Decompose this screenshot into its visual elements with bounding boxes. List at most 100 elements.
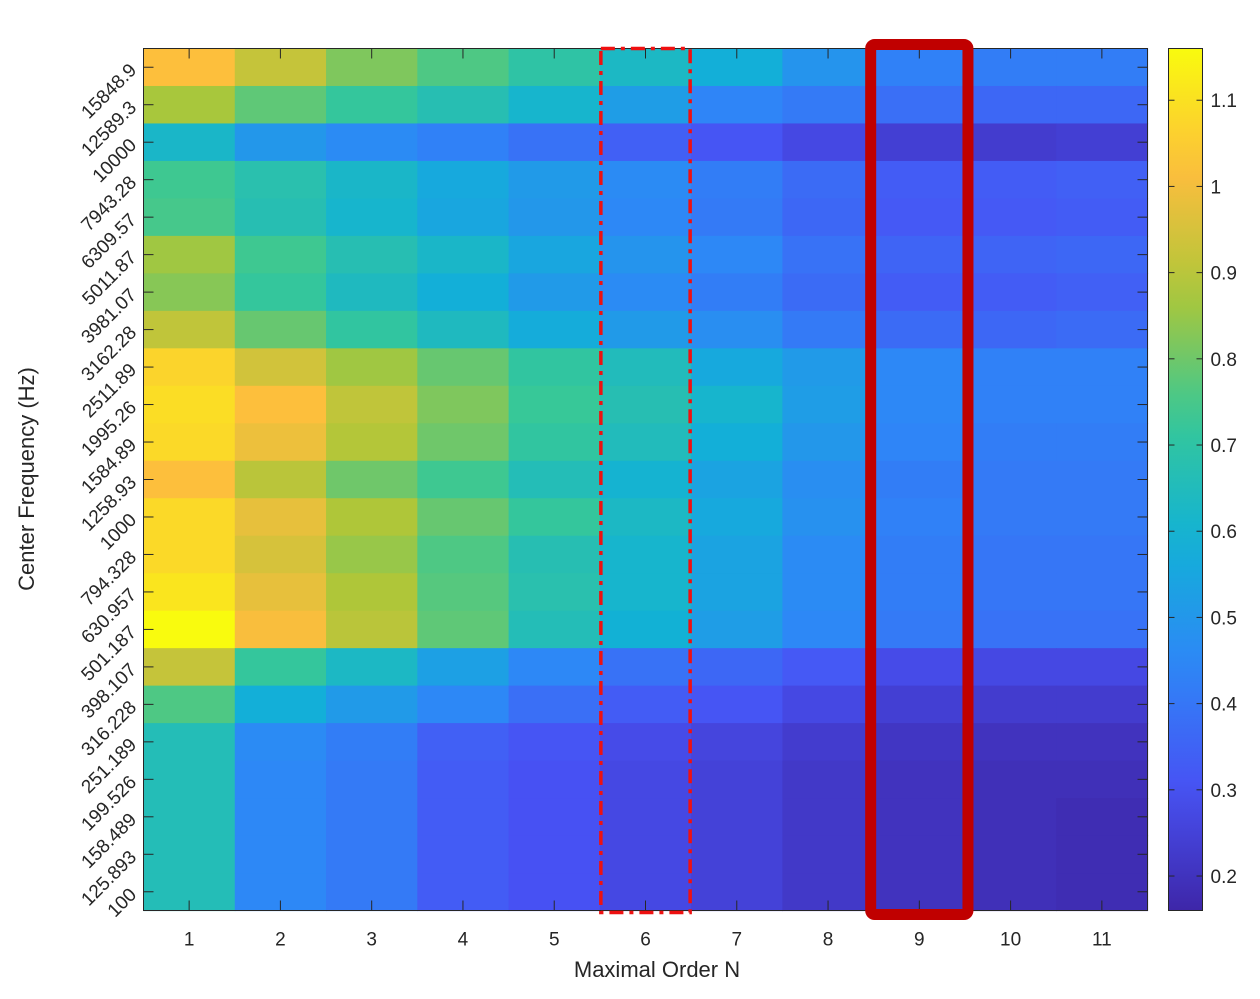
- heatmap-cell: [234, 160, 327, 200]
- heatmap-cell: [782, 123, 875, 162]
- heatmap-cell: [691, 798, 784, 837]
- heatmap-cell: [873, 198, 966, 237]
- colorbar: 0.2 0.3 0.4 0.5 0.6 0.7 0.8 0.9 1 1.1: [1168, 48, 1237, 911]
- heatmap-cell: [782, 648, 875, 687]
- heatmap-cell: [508, 423, 601, 462]
- heatmap-cell: [691, 385, 784, 424]
- heatmap-cell: [873, 798, 966, 837]
- heatmap-cell: [691, 723, 784, 762]
- colorbar-tick-label: 0.2: [1211, 867, 1237, 888]
- x-tick-label: 5: [549, 930, 560, 951]
- heatmap-cell: [508, 385, 601, 424]
- heatmap-cell: [143, 798, 236, 837]
- heatmap-cell: [964, 198, 1057, 237]
- heatmap-cell: [599, 123, 692, 162]
- heatmap-cell: [417, 423, 510, 462]
- heatmap-cell: [873, 85, 966, 125]
- heatmap-cell: [234, 123, 327, 162]
- heatmap-cell: [508, 85, 601, 125]
- heatmap-cell: [691, 235, 784, 274]
- heatmap-cell: [417, 535, 510, 574]
- heatmap-cell: [873, 235, 966, 274]
- heatmap-cell: [143, 235, 236, 274]
- x-tick-label: 10: [1000, 930, 1021, 951]
- heatmap-cell: [508, 723, 601, 762]
- heatmap-cell: [417, 385, 510, 424]
- heatmap-cell: [508, 760, 601, 799]
- heatmap-cell: [782, 423, 875, 462]
- heatmap-cell: [599, 723, 692, 762]
- colorbar-tick-label: 0.7: [1211, 436, 1237, 457]
- x-tick-labels: 1 2 3 4 5 6 7 8 9 10 11: [184, 930, 1112, 951]
- colorbar-tick-label: 0.8: [1211, 350, 1237, 371]
- highlight-box-dashdot: [599, 46, 692, 915]
- x-tick-label: 7: [731, 930, 742, 951]
- heatmap-cell: [417, 348, 510, 387]
- heatmap-cell: [417, 310, 510, 349]
- heatmap-cell: [326, 160, 418, 200]
- heatmap-cell: [782, 685, 875, 724]
- heatmap-cell: [508, 235, 601, 274]
- x-tick-label: 8: [823, 930, 834, 951]
- heatmap-cell: [691, 160, 784, 200]
- heatmap-cell: [508, 460, 601, 499]
- heatmap-cell: [782, 273, 875, 312]
- heatmap-cell: [326, 723, 418, 762]
- heatmap-cell: [417, 573, 510, 612]
- column-highlights: [599, 39, 974, 920]
- heatmap-cell: [691, 760, 784, 799]
- heatmap-cell: [326, 685, 418, 724]
- heatmap-cell: [234, 573, 327, 612]
- heatmap-cell: [782, 760, 875, 799]
- heatmap-cell: [234, 85, 327, 125]
- heatmap-cell: [234, 535, 327, 574]
- heatmap-cell: [417, 798, 510, 837]
- heatmap-cell: [326, 423, 418, 462]
- heatmap-cell: [508, 123, 601, 162]
- heatmap-cell: [873, 385, 966, 424]
- heatmap-cell: [691, 648, 784, 687]
- heatmap-cell: [1056, 160, 1149, 200]
- heatmap-cell: [691, 348, 784, 387]
- colorbar-tick-label: 0.3: [1211, 781, 1237, 802]
- heatmap-cell: [417, 123, 510, 162]
- x-tick-label: 3: [366, 930, 377, 951]
- heatmap-cell: [1056, 310, 1149, 349]
- heatmap-cell: [1056, 460, 1149, 499]
- heatmap-cell: [326, 535, 418, 574]
- heatmap-cell: [782, 460, 875, 499]
- heatmap-cell: [964, 160, 1057, 200]
- heatmap-cell: [964, 835, 1057, 874]
- heatmap-cell: [143, 685, 236, 724]
- heatmap-cell: [234, 610, 327, 649]
- heatmap-cell: [234, 835, 327, 874]
- heatmap-cell: [417, 723, 510, 762]
- heatmap-cell: [234, 685, 327, 724]
- heatmap-cell: [417, 160, 510, 200]
- heatmap-cell: [326, 85, 418, 125]
- heatmap-cell: [964, 648, 1057, 687]
- heatmap-cell: [873, 460, 966, 499]
- heatmap-cell: [599, 498, 692, 537]
- heatmap-cell: [417, 273, 510, 312]
- heatmap-cell: [326, 348, 418, 387]
- heatmap-cell: [599, 198, 692, 237]
- heatmap-cell: [143, 273, 236, 312]
- heatmap-cell: [508, 835, 601, 874]
- heatmap-cell: [599, 685, 692, 724]
- heatmap-cell: [599, 235, 692, 274]
- heatmap-cell: [143, 610, 236, 649]
- heatmap-cell: [417, 198, 510, 237]
- heatmap-cell: [691, 198, 784, 237]
- heatmap-cell: [691, 685, 784, 724]
- heatmap-cell: [782, 348, 875, 387]
- heatmap-cell: [873, 498, 966, 537]
- heatmap-cell: [326, 310, 418, 349]
- heatmap-cell: [417, 685, 510, 724]
- heatmap-cell: [873, 348, 966, 387]
- heatmap-cell: [873, 685, 966, 724]
- heatmap-cell: [873, 835, 966, 874]
- heatmap-cell: [417, 460, 510, 499]
- heatmap-cell: [1056, 685, 1149, 724]
